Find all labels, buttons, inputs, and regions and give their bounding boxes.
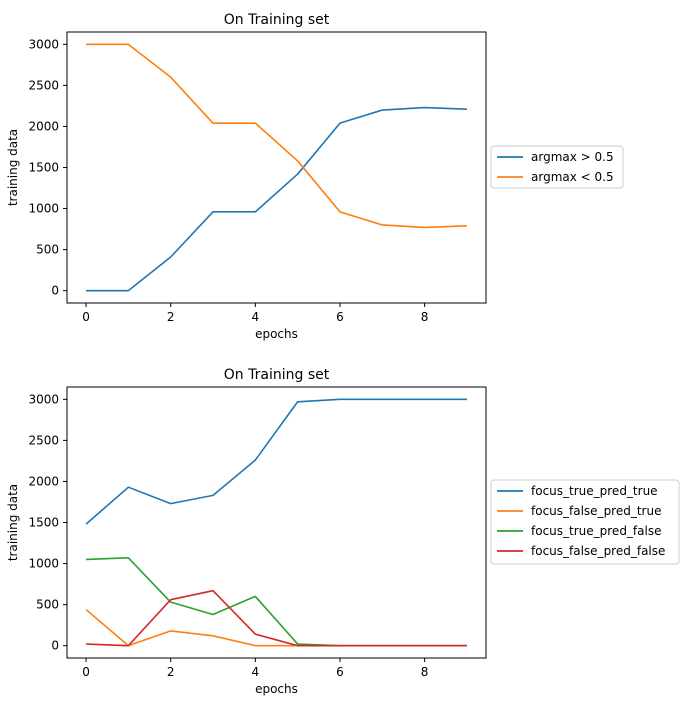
x-tick-label: 6	[336, 310, 344, 324]
x-tick-label: 2	[167, 665, 175, 679]
x-tick-label: 4	[252, 665, 260, 679]
series-line-1	[86, 106, 467, 292]
x-tick-label: 4	[252, 310, 260, 324]
y-tick-label: 1000	[28, 557, 59, 571]
y-tick-label: 0	[51, 639, 59, 653]
y-tick-label: 2000	[28, 119, 59, 133]
x-axis-label: epochs	[255, 327, 298, 341]
x-tick-label: 8	[421, 310, 429, 324]
y-tick-label: 1000	[28, 202, 59, 216]
y-tick-label: 2000	[28, 474, 59, 488]
x-tick-label: 2	[167, 310, 175, 324]
legend-entry-label: argmax > 0.5	[531, 150, 614, 164]
chart-2: On Training set 0 2 4 6 8 0 500 1000 1500 2000 2500…	[6, 367, 680, 696]
chart-title: On Training set	[224, 12, 330, 28]
series-line-4	[86, 589, 467, 647]
series-line-1	[85, 398, 467, 525]
y-tick-label: 0	[51, 284, 59, 298]
legend-entry-label: focus_false_pred_false	[531, 544, 665, 558]
legend-entry-label: focus_true_pred_true	[531, 484, 658, 498]
x-tick-label: 8	[421, 665, 429, 679]
legend-box	[490, 479, 680, 565]
y-tick-label: 2500	[28, 433, 59, 447]
y-tick-label: 3000	[28, 37, 59, 51]
y-tick-label: 2500	[28, 78, 59, 92]
y-axis-label: training data	[6, 129, 20, 206]
series-line-2	[86, 43, 467, 229]
chart-title: On Training set	[224, 367, 330, 383]
chart-1: On Training set 0 2 4 6 8 0 500 1000 1500 2000 2500…	[6, 12, 624, 341]
legend-entry-label: argmax < 0.5	[531, 170, 614, 184]
legend: focus_true_pred_true focus_false_pred_tru…	[490, 479, 680, 565]
y-tick-label: 500	[36, 598, 59, 612]
series-line-3	[86, 557, 467, 647]
x-tick-label: 0	[82, 310, 90, 324]
legend-entry-label: focus_true_pred_false	[531, 524, 661, 538]
plot-frame	[66, 386, 487, 659]
y-tick-label: 1500	[28, 516, 59, 530]
x-axis-label: epochs	[255, 682, 298, 696]
x-tick-label: 0	[82, 665, 90, 679]
legend-box	[490, 145, 624, 189]
y-tick-label: 500	[36, 243, 59, 257]
y-axis-label: training data	[6, 484, 20, 561]
x-tick-label: 6	[336, 665, 344, 679]
legend: argmax > 0.5 argmax < 0.5	[490, 145, 624, 189]
legend-entry-label: focus_false_pred_true	[531, 504, 661, 518]
plot-frame	[66, 31, 487, 304]
y-tick-label: 3000	[28, 392, 59, 406]
y-tick-label: 1500	[28, 161, 59, 175]
